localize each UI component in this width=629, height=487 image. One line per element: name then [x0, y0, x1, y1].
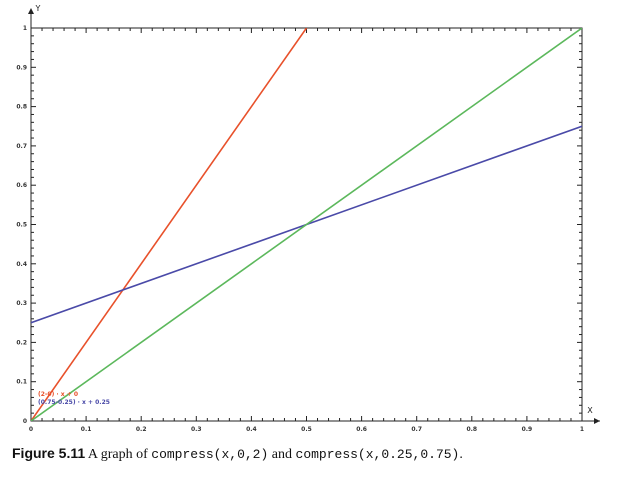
caption-code-2: compress(x,0.25,0.75): [295, 447, 460, 462]
y-tick-label: 1: [23, 25, 27, 32]
y-tick-label: 0: [23, 418, 27, 425]
x-tick-label: 0.2: [136, 426, 147, 433]
y-tick-label: 0.9: [16, 64, 27, 71]
x-tick-label: 0: [29, 426, 33, 433]
caption-label: Figure 5.11: [12, 445, 86, 461]
y-tick-label: 0.4: [16, 261, 27, 268]
axis-labels: 0 0.1 0.2 0.3 0.4 0.5 0.6 0.7 0.8 0.9 1 0.1 0.2 0.3 0.…: [16, 4, 593, 433]
figure-caption: Figure 5.11 A graph of compress(x,0,2) a…: [12, 445, 622, 463]
x-tick-label: 0.8: [466, 426, 477, 433]
x-tick-label: 0.4: [246, 426, 257, 433]
legend-entry-1: (2-0) · x + 0: [38, 391, 78, 398]
caption-text-1: A graph of: [85, 447, 152, 462]
y-axis-label: Y: [35, 4, 41, 13]
x-tick-label: 0.9: [522, 426, 533, 433]
x-tick-label: 0.3: [191, 426, 202, 433]
x-tick-label: 0.6: [356, 426, 367, 433]
axis-ticks: [30, 27, 583, 422]
series-line-3: [31, 28, 582, 421]
y-tick-label: 0.6: [16, 182, 27, 189]
y-tick-label: 0.7: [16, 143, 27, 150]
y-tick-label: 0.1: [16, 379, 27, 386]
x-axis-label: X: [587, 406, 593, 415]
x-tick-label: 0.5: [301, 426, 312, 433]
caption-text-3: .: [459, 447, 463, 462]
y-axis-arrow: [28, 8, 34, 14]
caption-code-1: compress(x,0,2): [151, 447, 269, 462]
legend: (2-0) · x + 0(0.75-0.25) · x + 0.25: [38, 391, 110, 406]
x-tick-label: 0.7: [411, 426, 422, 433]
series-lines: [31, 28, 582, 421]
y-tick-label: 0.3: [16, 300, 27, 307]
caption-text-2: and: [268, 447, 296, 462]
x-tick-label: 1: [580, 426, 584, 433]
y-tick-label: 0.2: [16, 339, 27, 346]
chart: 0 0.1 0.2 0.3 0.4 0.5 0.6 0.7 0.8 0.9 1 0.1 0.2 0.3 0.…: [16, 4, 600, 433]
x-axis-arrow: [594, 418, 600, 424]
x-tick-label: 0.1: [81, 426, 92, 433]
series-line-1: [31, 28, 308, 421]
y-tick-label: 0.8: [16, 104, 27, 111]
y-tick-label: 0.5: [16, 222, 27, 229]
legend-entry-2: (0.75-0.25) · x + 0.25: [38, 399, 110, 406]
